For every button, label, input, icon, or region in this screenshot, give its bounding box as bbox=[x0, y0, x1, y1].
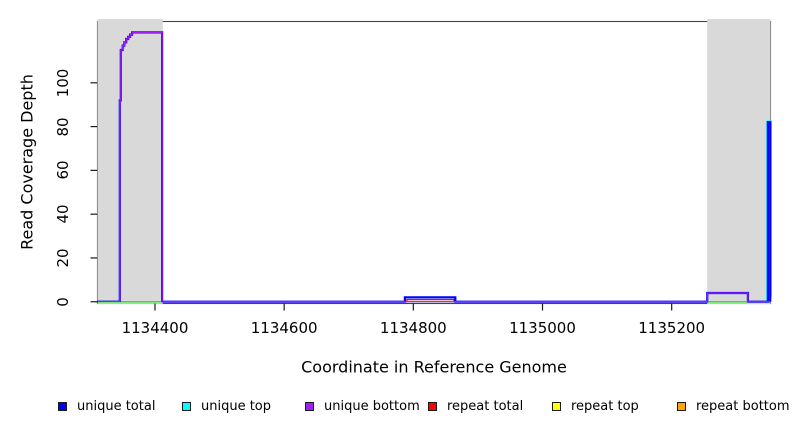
series-line-unique-bottom bbox=[97, 31, 771, 303]
y-axis-title: Read Coverage Depth bbox=[17, 74, 37, 250]
series-line-unique-total bbox=[97, 31, 772, 303]
x-axis-title: Coordinate in Reference Genome bbox=[301, 357, 567, 377]
plot-box bbox=[96, 20, 772, 305]
masked-region-right bbox=[707, 19, 771, 305]
masked-region-left bbox=[97, 19, 163, 305]
